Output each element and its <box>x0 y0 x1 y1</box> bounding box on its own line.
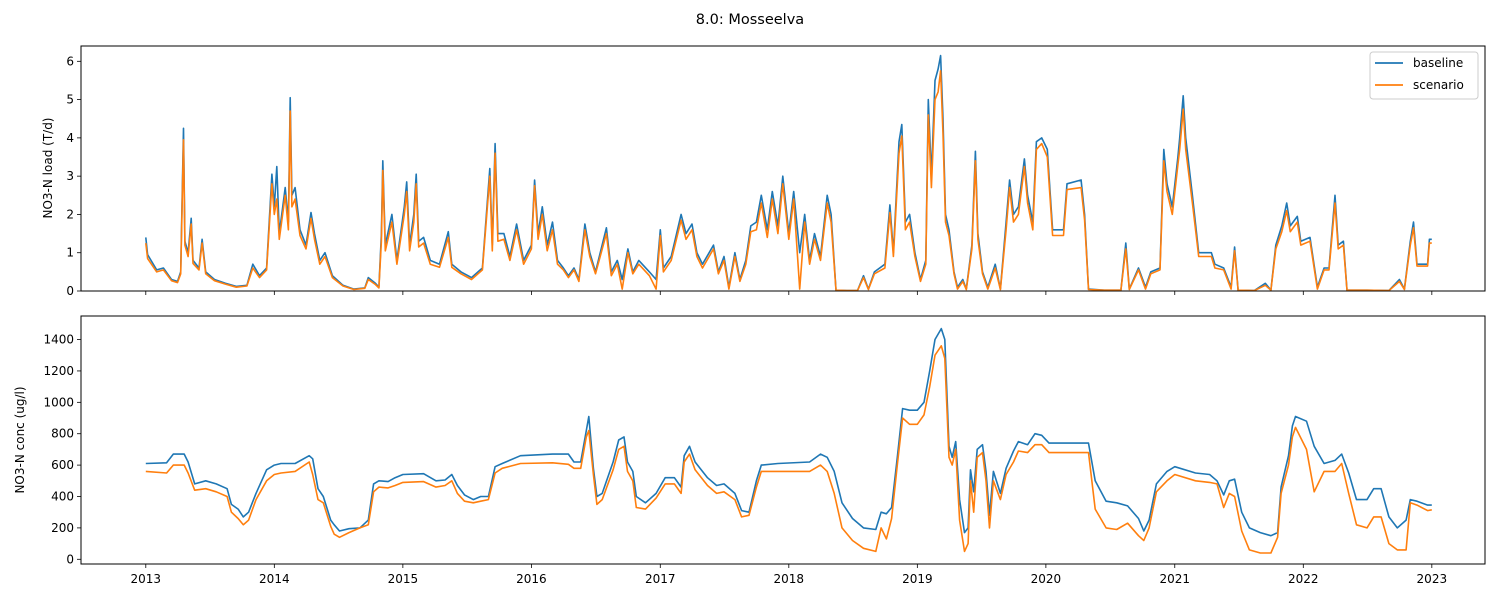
conc-x-tick-label: 2023 <box>1417 572 1448 586</box>
conc-x-tick-label: 2018 <box>774 572 805 586</box>
conc-x-tick-label: 2014 <box>259 572 290 586</box>
load-axes: 0 1 2 3 4 5 6 NO3-N load (T/d) baseline scenar… <box>41 45 1486 298</box>
conc-x-tick-label: 2022 <box>1288 572 1319 586</box>
load-y-axis-label: NO3-N load (T/d) <box>41 118 55 219</box>
conc-series-baseline <box>145 327 1432 537</box>
load-y-tick-label: 2 <box>66 207 74 221</box>
conc-x-tick-label: 2020 <box>1031 572 1062 586</box>
load-y-tick-label: 3 <box>66 169 74 183</box>
conc-y-tick-label: 200 <box>51 521 74 535</box>
conc-x-tick-label: 2013 <box>131 572 162 586</box>
load-series-scenario <box>145 70 1432 291</box>
conc-x-ticks: 2013 2014 2015 2016 2017 2018 2019 2020 2021 2022… <box>131 564 1448 586</box>
conc-series-group <box>145 327 1432 554</box>
legend-label-baseline: baseline <box>1413 56 1463 70</box>
legend: baseline scenario <box>1369 51 1479 100</box>
load-y-tick-label: 0 <box>66 284 74 298</box>
conc-series-scenario <box>145 344 1432 554</box>
conc-x-tick-label: 2017 <box>645 572 676 586</box>
load-x-ticks <box>145 291 1433 295</box>
conc-x-tick-label: 2019 <box>902 572 933 586</box>
conc-y-axis-label: NO3-N conc (ug/l) <box>13 386 27 493</box>
conc-x-tick-label: 2021 <box>1159 572 1190 586</box>
conc-y-tick-label: 0 <box>66 552 74 566</box>
conc-x-tick-label: 2015 <box>388 572 419 586</box>
conc-y-tick-label: 1200 <box>43 364 74 378</box>
legend-label-scenario: scenario <box>1413 78 1464 92</box>
conc-y-ticks: 0 200 400 600 800 1000 1200 1400 <box>43 333 81 566</box>
conc-y-tick-label: 1000 <box>43 395 74 409</box>
load-axes-frame <box>80 45 1486 292</box>
load-y-tick-label: 5 <box>66 93 74 107</box>
load-y-tick-label: 6 <box>66 54 74 68</box>
load-y-tick-label: 1 <box>66 246 74 260</box>
load-y-tick-label: 4 <box>66 131 74 145</box>
load-series-baseline <box>145 54 1432 291</box>
figure-title: 8.0: Mosseelva <box>696 12 804 28</box>
conc-x-tick-label: 2016 <box>516 572 547 586</box>
conc-y-tick-label: 400 <box>51 490 74 504</box>
load-y-ticks: 0 1 2 3 4 5 6 <box>66 54 81 298</box>
conc-axes-frame <box>80 315 1486 565</box>
conc-y-tick-label: 600 <box>51 458 74 472</box>
conc-y-tick-label: 800 <box>51 427 74 441</box>
load-series-group <box>145 54 1432 291</box>
conc-y-tick-label: 1400 <box>43 333 74 347</box>
